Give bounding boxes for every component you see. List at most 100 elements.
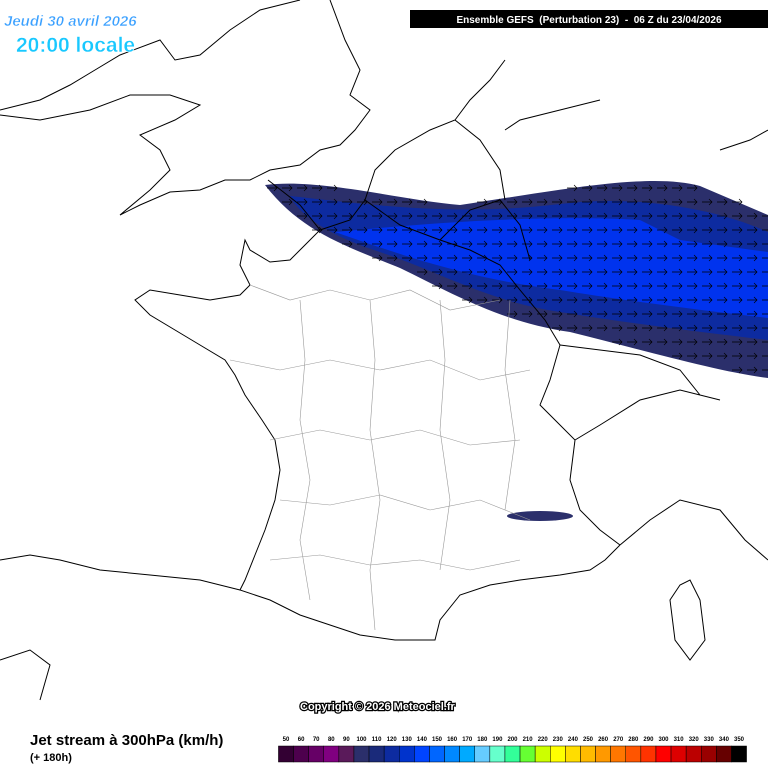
wind-arrow xyxy=(657,268,668,276)
wind-arrow xyxy=(507,310,518,318)
wind-arrow xyxy=(597,226,608,234)
model-banner xyxy=(410,10,768,28)
wind-arrow xyxy=(762,369,768,371)
legend-tick-label: 120 xyxy=(387,737,398,743)
wind-arrow xyxy=(492,254,503,262)
wind-arrow xyxy=(762,215,768,217)
wind-arrow xyxy=(687,310,698,318)
wind-arrow xyxy=(507,226,518,234)
wind-arrow xyxy=(717,268,728,276)
wind-arrow xyxy=(687,324,698,332)
legend-swatch xyxy=(489,745,506,763)
wind-arrow xyxy=(477,268,488,276)
wind-arrow xyxy=(672,324,683,332)
wind-arrow xyxy=(552,282,563,290)
wind-arrow xyxy=(702,240,713,248)
wind-arrow xyxy=(747,352,758,360)
wind-arrow xyxy=(642,212,653,220)
wind-arrow xyxy=(402,198,413,206)
wind-arrow xyxy=(672,296,683,304)
wind-arrow xyxy=(462,268,473,276)
wind-arrow xyxy=(732,310,743,318)
wind-arrow xyxy=(687,184,698,192)
wind-arrow xyxy=(567,282,578,290)
wind-arrow xyxy=(762,271,768,273)
wind-arrow xyxy=(642,296,653,304)
wind-arrow xyxy=(297,198,308,206)
legend-swatch xyxy=(640,745,657,763)
legend-tick-label: 90 xyxy=(343,737,350,743)
legend-swatch xyxy=(368,745,385,763)
legend-swatch xyxy=(353,745,370,763)
wind-arrow xyxy=(612,226,623,234)
legend-tick-label: 50 xyxy=(283,737,290,743)
wind-arrow xyxy=(477,226,488,234)
wind-arrow xyxy=(612,282,623,290)
wind-arrow xyxy=(447,212,458,220)
wind-arrow xyxy=(282,198,293,206)
wind-arrow xyxy=(537,254,548,262)
wind-arrow xyxy=(612,184,623,192)
wind-arrow xyxy=(372,254,383,262)
legend-tick-label: 300 xyxy=(658,737,669,743)
legend-tick-label: 70 xyxy=(313,737,320,743)
wind-arrow xyxy=(747,338,758,346)
legend-swatch xyxy=(308,745,324,763)
wind-arrow xyxy=(417,240,428,248)
wind-arrow xyxy=(522,268,533,276)
wind-arrow xyxy=(642,184,653,192)
wind-arrow xyxy=(762,327,768,329)
wind-arrow xyxy=(432,254,443,262)
wind-arrow xyxy=(507,198,518,206)
wind-arrow xyxy=(702,226,713,234)
wind-arrow xyxy=(582,324,593,332)
wind-arrow xyxy=(477,212,488,220)
model-info: Ensemble GEFS (Perturbation 23) - 06 Z d… xyxy=(456,15,722,26)
legend-swatch xyxy=(444,745,460,763)
wind-arrow xyxy=(582,254,593,262)
color-legend: 50 60 70 80 90 100 110 120 130 140 150 160 170 180 190… xyxy=(278,737,747,763)
legend-swatch xyxy=(414,745,430,763)
wind-arrow xyxy=(732,212,743,220)
wind-arrow xyxy=(762,257,768,259)
wind-arrow xyxy=(672,352,683,360)
coastline-france xyxy=(134,179,621,641)
legend-swatch xyxy=(655,745,672,763)
wind-arrow xyxy=(462,254,473,262)
wind-arrow xyxy=(612,296,623,304)
wind-arrow xyxy=(597,282,608,290)
wind-arrow xyxy=(642,254,653,262)
legend-tick-label: 260 xyxy=(598,737,609,743)
wind-arrow xyxy=(612,268,623,276)
wind-arrow xyxy=(672,198,683,206)
wind-arrow xyxy=(372,198,383,206)
wind-arrow xyxy=(447,282,458,290)
wind-arrow xyxy=(702,212,713,220)
wind-arrow xyxy=(702,268,713,276)
jet-area-small xyxy=(507,511,573,521)
wind-arrow xyxy=(747,296,758,304)
legend-tick-label: 200 xyxy=(507,737,518,743)
wind-arrow xyxy=(732,254,743,262)
legend-swatch xyxy=(550,745,566,763)
wind-arrow xyxy=(627,184,638,192)
wind-arrow xyxy=(687,268,698,276)
wind-arrow xyxy=(537,240,548,248)
wind-arrow xyxy=(357,212,368,220)
wind-arrow xyxy=(537,310,548,318)
legend-swatch xyxy=(534,745,551,763)
wind-arrow xyxy=(687,240,698,248)
wind-arrow xyxy=(432,282,443,290)
wind-arrow xyxy=(747,268,758,276)
wind-arrow xyxy=(717,282,728,290)
wind-arrow xyxy=(717,324,728,332)
legend-swatch xyxy=(701,745,717,763)
wind-arrow xyxy=(597,324,608,332)
wind-arrow xyxy=(507,268,518,276)
wind-arrow xyxy=(687,296,698,304)
wind-arrow xyxy=(567,184,578,192)
wind-arrow xyxy=(717,240,728,248)
wind-arrow xyxy=(627,198,638,206)
wind-arrow xyxy=(642,268,653,276)
